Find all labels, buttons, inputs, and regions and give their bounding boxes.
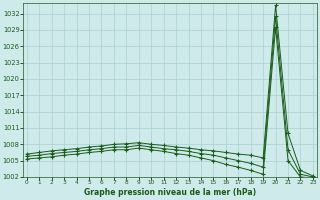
X-axis label: Graphe pression niveau de la mer (hPa): Graphe pression niveau de la mer (hPa): [84, 188, 256, 197]
